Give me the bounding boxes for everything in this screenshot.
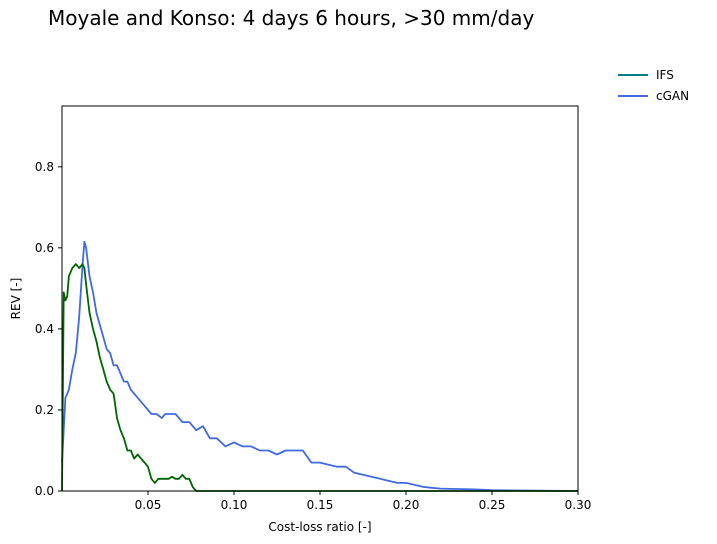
x-tick-label: 0.30 (565, 498, 592, 512)
legend-item-cgan: cGAN (618, 85, 689, 106)
axes-frame (61, 105, 579, 492)
chart-title: Moyale and Konso: 4 days 6 hours, >30 mm… (48, 6, 535, 30)
legend-swatch-ifs (618, 73, 648, 76)
x-tick-label: 0.20 (393, 498, 420, 512)
x-tick-label: 0.25 (479, 498, 506, 512)
legend-item-ifs: IFS (618, 64, 689, 85)
x-tick-label: 0.15 (307, 498, 334, 512)
series-line-ifs (61, 263, 578, 492)
x-tick-label: 0.10 (221, 498, 248, 512)
y-axis: 0.0 0.2 0.4 0.6 0.8 (35, 160, 62, 498)
y-tick-label: 0.0 (35, 484, 54, 498)
legend-swatch-cgan (618, 94, 648, 97)
y-tick-label: 0.4 (35, 322, 54, 336)
y-tick-label: 0.2 (35, 403, 54, 417)
series-lines (61, 240, 579, 492)
x-axis: 0.05 0.10 0.15 0.20 0.25 0.30 (135, 491, 592, 512)
x-tick-label: 0.05 (135, 498, 162, 512)
y-tick-label: 0.8 (35, 160, 54, 174)
y-axis-label: REV [-] (9, 278, 23, 320)
x-axis-label: Cost-loss ratio [-] (268, 520, 371, 534)
legend-label-cgan: cGAN (656, 88, 690, 103)
legend: IFS cGAN (618, 64, 689, 106)
y-tick-label: 0.6 (35, 241, 54, 255)
legend-label-ifs: IFS (656, 67, 674, 82)
series-line-cgan (61, 240, 579, 492)
